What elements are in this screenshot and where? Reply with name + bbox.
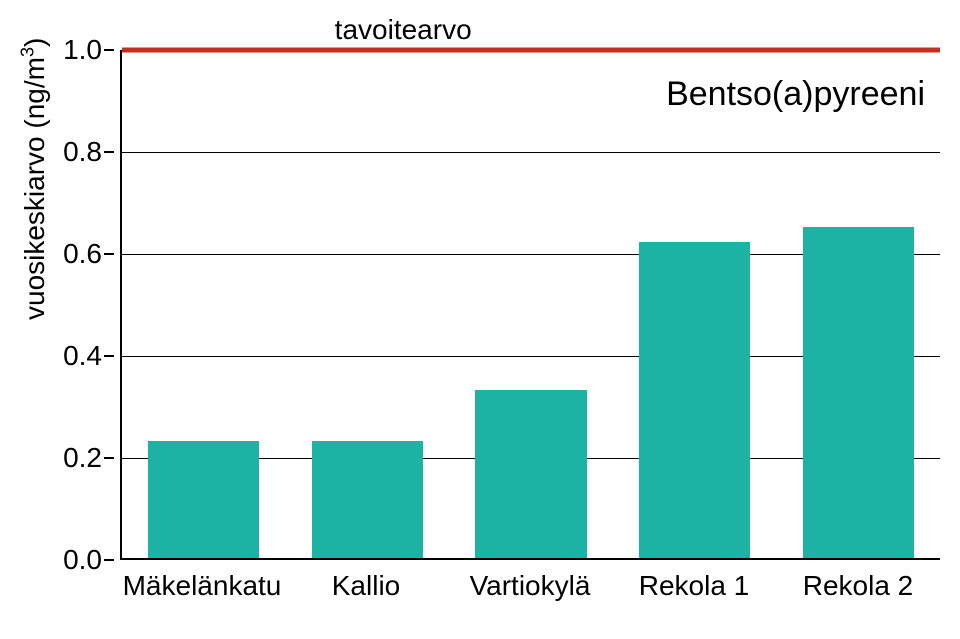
bar	[639, 242, 750, 558]
y-tick	[104, 49, 114, 51]
x-tick-label: Mäkelänkatu	[120, 570, 284, 602]
x-axis-labels: MäkelänkatuKallioVartiokyläRekola 1Rekol…	[120, 570, 940, 602]
bar	[148, 441, 259, 558]
x-tick-label: Rekola 1	[612, 570, 776, 602]
y-axis-label: vuosikeskiarvo (ng/m3)	[18, 38, 51, 320]
y-tick-label: 0.4	[63, 340, 102, 372]
bar-slot	[122, 50, 286, 558]
bar	[312, 441, 423, 558]
y-tick	[104, 355, 114, 357]
x-tick-label: Rekola 2	[776, 570, 940, 602]
bar	[475, 390, 586, 558]
y-tick-label: 0.0	[63, 544, 102, 576]
bars-container	[122, 50, 940, 558]
y-tick	[104, 457, 114, 459]
y-tick	[104, 559, 114, 561]
x-tick-label: Vartiokylä	[448, 570, 612, 602]
y-tick-label: 0.6	[63, 238, 102, 270]
y-tick-label: 1.0	[63, 34, 102, 66]
reference-line-label: tavoitearvo	[335, 14, 472, 46]
x-tick-label: Kallio	[284, 570, 448, 602]
y-tick	[104, 253, 114, 255]
y-tick	[104, 151, 114, 153]
bar-slot	[286, 50, 450, 558]
bar-slot	[449, 50, 613, 558]
bar-slot	[776, 50, 940, 558]
plot-area: Bentso(a)pyreeni 0.00.20.40.60.81.0tavoi…	[120, 50, 940, 560]
y-tick-label: 0.2	[63, 442, 102, 474]
bar	[803, 227, 914, 559]
bar-chart: vuosikeskiarvo (ng/m3) Bentso(a)pyreeni …	[0, 0, 960, 639]
bar-slot	[613, 50, 777, 558]
y-tick-label: 0.8	[63, 136, 102, 168]
